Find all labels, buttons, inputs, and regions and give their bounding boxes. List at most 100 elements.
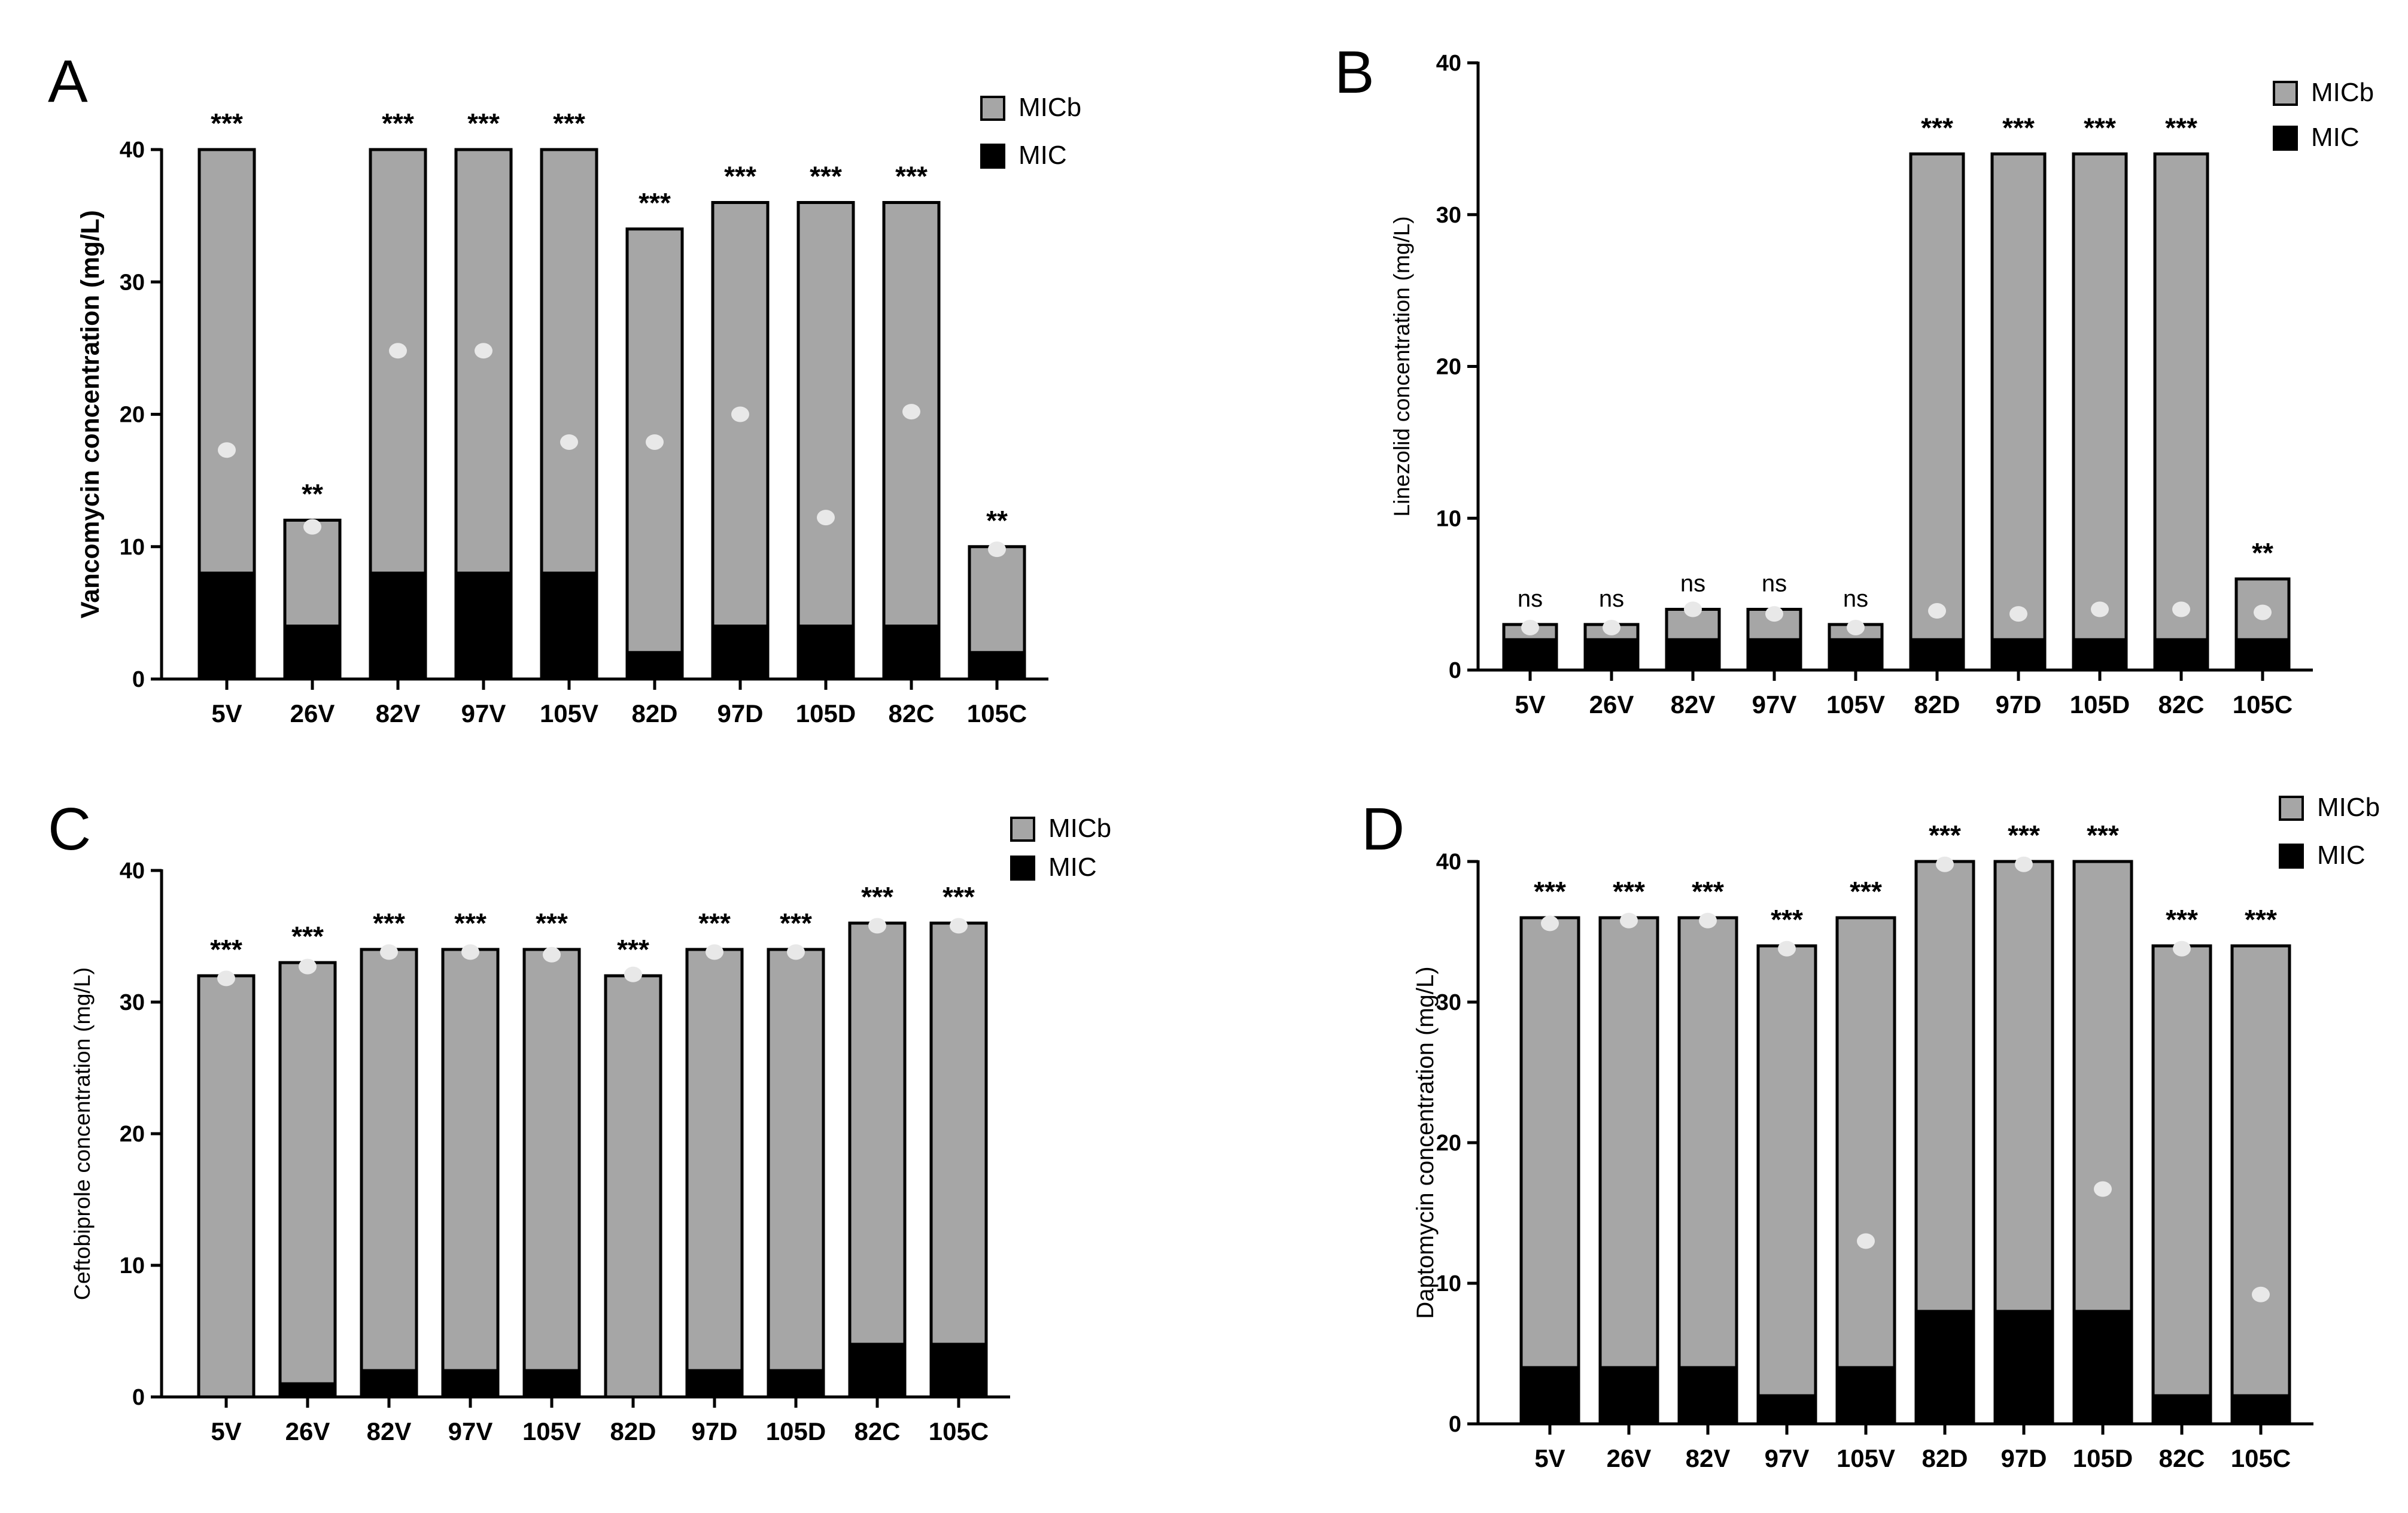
bar-micb [1990, 152, 2047, 672]
data-point [950, 918, 968, 934]
bar-mic [848, 1342, 907, 1399]
bar-micb [604, 974, 662, 1399]
x-tick-label: 105V [540, 699, 598, 727]
y-tick-label: 30 [1436, 203, 1461, 228]
y-tick-label: 40 [1436, 850, 1461, 875]
bar-mic [968, 651, 1026, 681]
legend: MICb MIC [2273, 78, 2374, 152]
x-tick-label: 5V [211, 699, 242, 727]
x-tick-label: 97V [1765, 1444, 1810, 1472]
x-tick-label: 82D [631, 699, 677, 727]
y-tick-label: 10 [1436, 506, 1461, 531]
data-point [2009, 606, 2027, 622]
y-tick-label: 20 [120, 1122, 145, 1147]
bar-mic [278, 1382, 337, 1399]
bar-mic [1828, 638, 1884, 672]
data-point [2252, 1286, 2270, 1302]
bar-mic [2072, 638, 2128, 672]
bar-micb [2153, 152, 2209, 672]
significance-marker: *** [2084, 112, 2116, 143]
significance-marker: *** [780, 908, 812, 939]
x-tick-label: 82D [610, 1417, 656, 1445]
data-point [475, 343, 492, 359]
bar-micb [278, 961, 337, 1399]
panel-letter: D [1361, 796, 1404, 863]
data-point [389, 343, 407, 359]
bar-mic [2151, 1394, 2212, 1426]
bar-mic [2234, 638, 2291, 672]
x-tick-label: 5V [1515, 690, 1545, 719]
panel-letter: B [1334, 39, 1375, 106]
data-point [1765, 606, 1783, 622]
y-axis-title: Daptomycin concentration (mg/L) [1412, 966, 1439, 1319]
x-tick-label: 82C [2158, 1444, 2205, 1472]
bar-mic [1993, 1310, 2054, 1426]
significance-marker: ** [2252, 537, 2273, 568]
x-tick-label: 26V [285, 1417, 330, 1445]
x-tick-label: 105D [796, 699, 856, 727]
significance-marker: *** [2008, 820, 2040, 851]
y-axis-title: Ceftobiprole concentration (mg/L) [69, 967, 95, 1301]
x-tick-label: 105C [2233, 690, 2293, 719]
bar-micb [685, 948, 744, 1399]
significance-marker: *** [2002, 112, 2035, 143]
data-point [560, 434, 578, 450]
legend-label-mic: MIC [2311, 123, 2360, 152]
significance-marker: ns [1762, 571, 1787, 597]
data-point [817, 510, 835, 526]
legend-swatch-micb [2279, 796, 2304, 821]
y-axis-title: Vancomycin concentration (mg/L) [77, 210, 105, 618]
x-tick-label: 82C [2158, 690, 2204, 719]
data-point [218, 442, 236, 458]
significance-marker: *** [698, 908, 731, 939]
data-point [2172, 601, 2190, 617]
x-tick-label: 105V [1826, 690, 1885, 719]
bar-mic [197, 571, 256, 681]
significance-marker: *** [1534, 876, 1566, 907]
significance-marker: *** [291, 921, 324, 952]
data-point [2091, 601, 2109, 617]
y-tick-label: 20 [120, 403, 145, 428]
bar-mic [1909, 638, 1965, 672]
x-tick-label: 82V [1671, 690, 1716, 719]
bar-mic [796, 625, 855, 681]
data-point [624, 966, 642, 982]
significance-marker: ns [1518, 586, 1543, 612]
data-point [1521, 619, 1539, 635]
significance-marker: ns [1680, 571, 1705, 597]
bar-micb [2072, 152, 2128, 672]
bar-mic [929, 1342, 988, 1399]
bar-micb [1519, 916, 1580, 1426]
data-point [2094, 1181, 2112, 1197]
legend-swatch-micb [1010, 817, 1035, 842]
bar-micb [1677, 916, 1738, 1426]
y-tick-label: 10 [120, 535, 145, 560]
y-tick-label: 20 [1436, 355, 1461, 380]
data-point [2254, 604, 2272, 620]
bar-micb [711, 201, 770, 681]
significance-marker: *** [536, 908, 568, 939]
bar-mic [882, 625, 941, 681]
y-tick-label: 20 [1436, 1131, 1461, 1156]
data-point [1699, 912, 1717, 928]
data-point [461, 944, 479, 960]
bar-mic [1502, 638, 1558, 672]
significance-marker: *** [1771, 904, 1803, 935]
data-point [543, 946, 561, 963]
bar-micb [441, 948, 500, 1399]
bar-mic [1665, 638, 1721, 672]
y-tick-label: 40 [120, 138, 145, 163]
bar-mic [522, 1369, 581, 1399]
data-point [303, 519, 321, 535]
x-tick-label: 105C [2231, 1444, 2291, 1472]
data-point [1936, 856, 1954, 872]
significance-marker: *** [211, 108, 243, 139]
x-tick-label: 26V [1589, 690, 1634, 719]
bar-mic [360, 1369, 418, 1399]
x-tick-label: 105V [1837, 1444, 1895, 1472]
bar-micb [625, 227, 684, 681]
legend: MICb MIC [980, 93, 1081, 170]
significance-marker: *** [1613, 876, 1645, 907]
legend-label-micb: MICb [2311, 78, 2374, 107]
data-point [1603, 619, 1620, 635]
